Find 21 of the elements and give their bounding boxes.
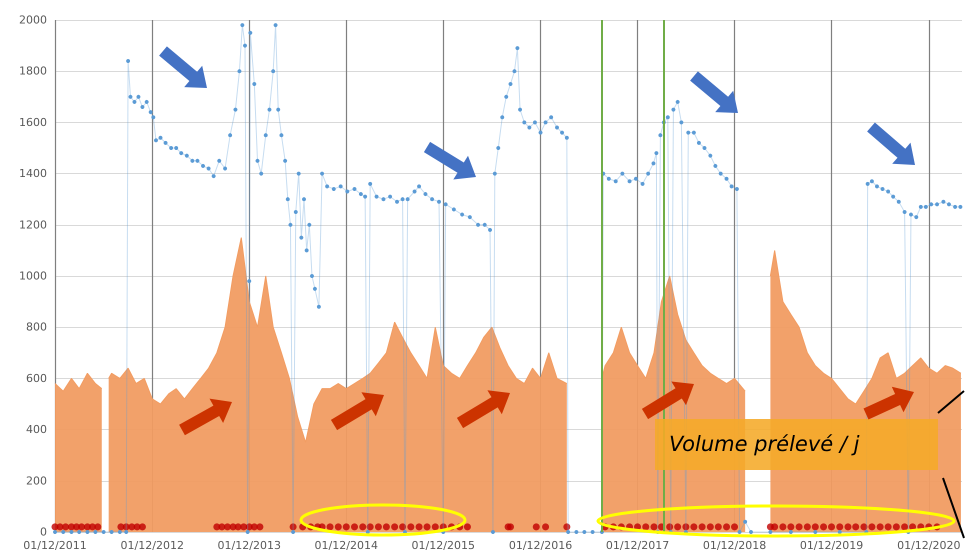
y-tick-label: 400 [26,423,47,436]
x-tick-label: 01/12/2018 [702,539,766,552]
y-tick-label: 1800 [19,64,47,78]
y-tick-label: 1600 [19,116,47,129]
x-tick-label: 01/12/2014 [314,539,378,552]
x-tick-label: 01/12/2016 [508,539,572,552]
x-tick-label: 01/12/2017 [606,539,670,552]
y-tick-label: 0 [40,526,47,538]
y-tick-label: 1200 [19,218,47,232]
x-tick-label: 01/12/2012 [120,539,184,552]
y-tick-label: 600 [26,372,47,385]
x-tick-label: 01/12/2015 [412,539,475,552]
y-tick-label: 1400 [19,167,47,180]
x-tick-label: 01/12/2013 [218,539,281,552]
y-tick-label: 1000 [19,270,47,282]
y-tick-label: 200 [26,474,47,488]
y-tick-label: 800 [26,320,47,334]
x-tick-label: 01/12/2011 [23,539,87,552]
x-tick-label: 01/12/2020 [897,539,960,552]
y-tick-label: 2000 [19,14,47,26]
x-tick-label: 01/12/2019 [800,539,864,552]
